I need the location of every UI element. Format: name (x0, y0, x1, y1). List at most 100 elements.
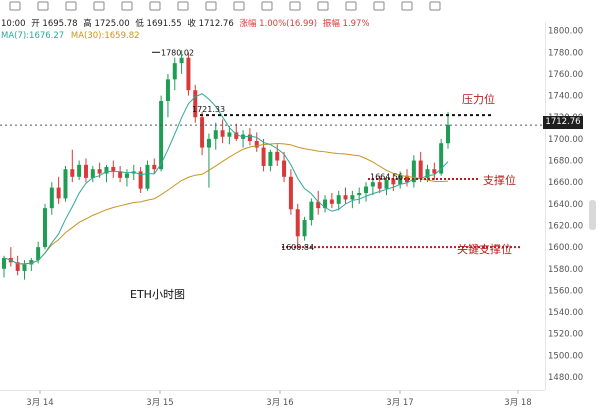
candle-body (152, 164, 157, 170)
candle-body (56, 187, 61, 199)
candle-body (254, 141, 259, 148)
y-tick-label: 1660.00 (548, 178, 583, 188)
chart-symbol-label: ETH小时图 (130, 288, 185, 301)
candle-body (15, 262, 20, 271)
candle-body (193, 90, 198, 118)
lock-icon[interactable] (317, 1, 329, 11)
y-tick-label: 1580.00 (548, 265, 583, 275)
x-tick-label: 3月 18 (504, 398, 531, 408)
candle-body (124, 173, 129, 178)
ohlc-info-row: 10:00 开 1695.78 高 1725.00 低 1691.55 收 17… (1, 17, 373, 29)
ma7-line (3, 93, 449, 265)
y-tick-label: 1800.00 (548, 27, 583, 37)
arrow-icon[interactable] (261, 1, 273, 11)
candle-body (111, 167, 116, 172)
candle-body (213, 130, 218, 139)
level-label: 压力位 (462, 92, 495, 106)
magnet-icon[interactable] (373, 1, 385, 11)
ma30-line (3, 142, 449, 265)
candle-body (179, 57, 184, 64)
eye-icon[interactable] (401, 1, 413, 11)
bar-time: 10:00 (1, 19, 26, 29)
shape-icon[interactable] (121, 1, 133, 11)
ma7-label: MA(7):1676.27 (1, 31, 65, 41)
measure-icon[interactable] (177, 1, 189, 11)
candle-body (220, 130, 225, 137)
x-tick-label: 3月 16 (266, 398, 293, 408)
candle-body (22, 264, 27, 271)
close-value: 收 1712.76 (187, 19, 234, 29)
candle-body (29, 260, 34, 265)
x-tick-label: 3月 17 (386, 398, 413, 408)
candle-body (425, 169, 430, 178)
candle-body (391, 180, 396, 185)
amplitude-value: 振幅 1.97% (322, 19, 370, 29)
y-tick-label: 1480.00 (548, 373, 583, 383)
candle-body (200, 117, 205, 148)
y-tick-label: 1700.00 (548, 135, 583, 145)
level-label: 关键支撑位 (457, 242, 512, 256)
candle-body (186, 57, 191, 91)
y-tick-label: 1560.00 (548, 286, 583, 296)
candle-body (118, 171, 123, 178)
candle-body (247, 134, 252, 142)
level-label: 支撑位 (483, 173, 516, 187)
candle-body (42, 208, 47, 248)
candle-body (384, 180, 389, 189)
candle-body (405, 175, 410, 183)
candle-body (227, 132, 232, 137)
candle-body (323, 199, 328, 209)
ma-legend: MA(7):1676.27 MA(30):1659.82 (1, 31, 140, 41)
candle-body (104, 167, 109, 174)
candle-body (446, 124, 450, 144)
candle-body (90, 169, 95, 178)
text-icon[interactable] (93, 1, 105, 11)
support-annotation: 1664.56 (370, 172, 403, 181)
candle-body (398, 175, 403, 185)
resistance-annotation: 1721.33 (192, 105, 225, 114)
minus-icon[interactable] (9, 1, 21, 11)
y-tick-label: 1740.00 (548, 92, 583, 102)
candle-body (377, 182, 382, 189)
cursor-icon[interactable] (37, 1, 49, 11)
candle-body (165, 79, 170, 102)
high-value: 高 1725.00 (83, 19, 130, 29)
y-tick-label: 1780.00 (548, 48, 583, 58)
candle-body (329, 199, 334, 204)
candle-body (63, 169, 68, 199)
y-tick-label: 1600.00 (548, 243, 583, 253)
brush-icon[interactable] (205, 1, 217, 11)
candle-body (357, 193, 362, 196)
ma30-label: MA(30):1659.82 (70, 31, 140, 41)
candle-body (97, 169, 102, 174)
candle-body (77, 164, 82, 177)
price-axis-scroll-handle[interactable] (589, 200, 596, 230)
candle-body (145, 164, 150, 189)
ruler-icon[interactable] (289, 1, 301, 11)
candle-body (295, 209, 300, 237)
candle-body (268, 151, 273, 166)
y-tick-label: 1520.00 (548, 330, 583, 340)
candle-body (206, 138, 211, 148)
candle-body (302, 220, 307, 237)
candle-body (411, 160, 416, 183)
bar-icon[interactable] (149, 1, 161, 11)
low-annotation: 1600.84 (281, 243, 314, 252)
draw-icon[interactable] (65, 1, 77, 11)
candle-body (336, 195, 341, 204)
y-tick-label: 1680.00 (548, 157, 583, 167)
candle-body (343, 195, 348, 200)
candle-body (418, 160, 423, 178)
candle-body (36, 247, 41, 261)
y-tick-label: 1760.00 (548, 70, 583, 80)
candle-body (350, 195, 355, 200)
settings-icon[interactable] (345, 1, 357, 11)
trash-icon[interactable] (429, 1, 441, 11)
candle-body (234, 132, 239, 139)
link-icon[interactable] (233, 1, 245, 11)
candle-body (172, 63, 177, 80)
candle-body (316, 201, 321, 209)
high-annotation: 1780.02 (161, 48, 194, 57)
candle-body (138, 171, 143, 189)
